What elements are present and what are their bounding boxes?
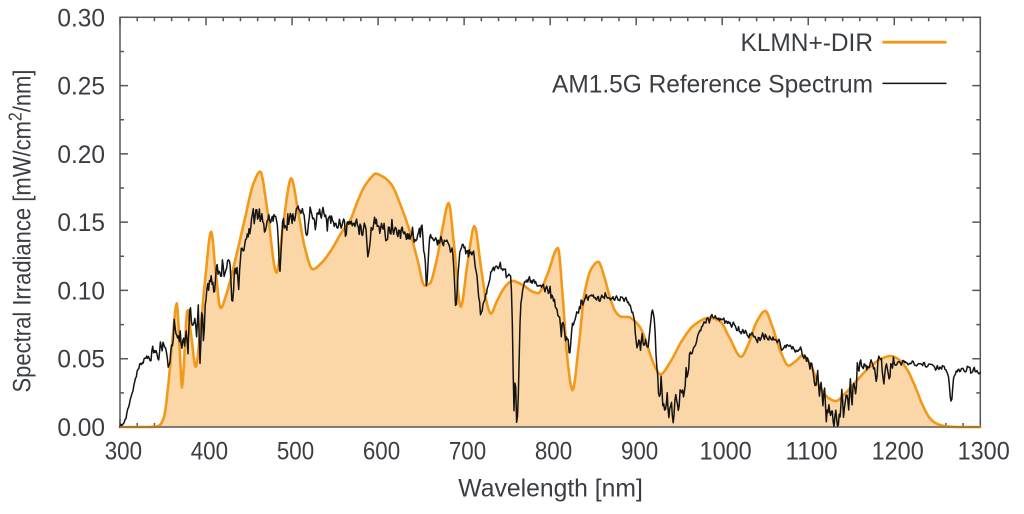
svg-text:0.10: 0.10 — [57, 277, 105, 305]
svg-text:1000: 1000 — [700, 438, 752, 466]
svg-text:0.20: 0.20 — [57, 141, 105, 169]
svg-text:Wavelength [nm]: Wavelength [nm] — [458, 474, 643, 502]
svg-text:400: 400 — [191, 438, 228, 466]
svg-text:Spectral Irradiance [mW/cm2/nm: Spectral Irradiance [mW/cm2/nm] — [6, 70, 37, 393]
svg-text:0.25: 0.25 — [57, 73, 105, 101]
svg-text:0.05: 0.05 — [57, 346, 105, 374]
svg-text:0.15: 0.15 — [57, 209, 105, 237]
svg-text:KLMN+-DIR: KLMN+-DIR — [741, 29, 874, 57]
svg-text:0.30: 0.30 — [57, 4, 105, 32]
svg-text:600: 600 — [363, 438, 400, 466]
svg-text:0.00: 0.00 — [57, 414, 105, 442]
svg-text:700: 700 — [449, 438, 486, 466]
svg-text:800: 800 — [535, 438, 572, 466]
svg-text:900: 900 — [621, 438, 658, 466]
svg-text:AM1.5G Reference Spectrum: AM1.5G Reference Spectrum — [552, 70, 873, 98]
svg-text:1300: 1300 — [958, 438, 1010, 466]
svg-text:1200: 1200 — [872, 438, 924, 466]
svg-text:1100: 1100 — [786, 438, 838, 466]
svg-text:500: 500 — [277, 438, 314, 466]
svg-text:300: 300 — [105, 438, 142, 466]
